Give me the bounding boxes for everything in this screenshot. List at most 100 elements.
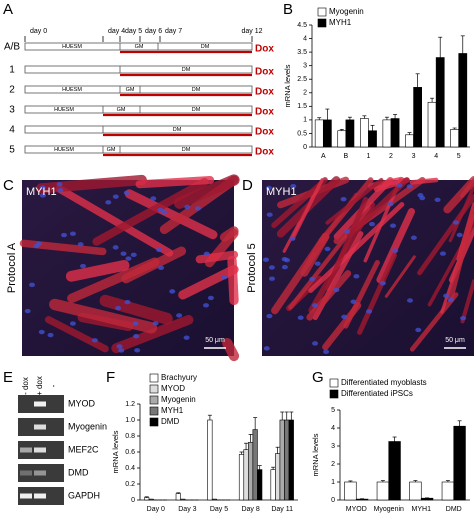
nucleus (134, 348, 141, 353)
myotube (135, 175, 215, 189)
myotube (291, 178, 324, 240)
protocol-bar (24, 105, 253, 114)
error-bar (284, 411, 289, 420)
segment-label: GM (117, 107, 126, 113)
nucleus (263, 257, 270, 262)
myotube (67, 257, 160, 303)
nucleus (61, 232, 68, 238)
myotube (460, 279, 474, 324)
legend-swatch (149, 417, 159, 427)
panel-label: D (242, 177, 253, 194)
nucleus (410, 235, 417, 240)
scale-label: 50 μm (445, 337, 465, 344)
bar (322, 119, 332, 148)
band (34, 470, 46, 476)
error-bar (430, 97, 435, 103)
gene-label: MYOD (68, 398, 96, 408)
y-axis-label: mRNA levels (311, 433, 320, 476)
error-bar (393, 114, 398, 119)
x-tick-label: 5 (457, 153, 461, 160)
bar (390, 118, 400, 148)
legend-label: Myogenin (329, 7, 364, 16)
legend-swatch (149, 406, 159, 416)
nucleus (406, 184, 413, 189)
nucleus (439, 251, 446, 256)
nucleus (203, 303, 210, 308)
error-bar (347, 116, 352, 120)
nucleus (333, 287, 340, 293)
segment-label: DM (182, 147, 191, 153)
row-label: 2 (9, 85, 15, 96)
segment-label: HUESM (54, 107, 74, 113)
nucleus (203, 251, 210, 257)
error-bar (144, 496, 149, 498)
nucleus (290, 183, 297, 189)
error-bar (438, 36, 443, 58)
nucleus (309, 276, 316, 282)
bar (314, 119, 324, 148)
myotube (178, 264, 239, 300)
y-tick-label: 4 (303, 35, 307, 42)
nucleus (311, 303, 318, 308)
myotube (92, 177, 209, 246)
band (34, 447, 46, 453)
myotube (44, 316, 109, 353)
band (34, 424, 46, 430)
legend-label: Differentiated myoblasts (341, 378, 427, 387)
nucleus (39, 193, 46, 198)
nucleus (112, 245, 119, 250)
error-bar (239, 451, 244, 455)
nucleus (29, 282, 36, 288)
x-tick-label: 2 (389, 153, 393, 160)
nucleus (39, 185, 46, 190)
scale-label: 50 μm (205, 337, 225, 344)
nucleus (133, 334, 140, 339)
myotube (222, 338, 240, 362)
nucleus (314, 261, 321, 266)
myotube (346, 177, 410, 238)
myotube (384, 255, 416, 298)
nucleus (323, 349, 330, 354)
dox-label: Dox (255, 44, 274, 55)
panel-label: G (312, 369, 324, 386)
nucleus (312, 341, 319, 346)
myotube (448, 184, 474, 243)
error-bar (253, 417, 258, 430)
myotube (448, 204, 474, 301)
bar (376, 481, 390, 501)
lane-label: + dox (35, 376, 44, 396)
segment-label: DM (201, 44, 210, 50)
nucleus (124, 299, 131, 305)
nucleus (452, 220, 459, 225)
nucleus (379, 280, 386, 286)
x-tick-label: Day 0 (147, 506, 165, 513)
y-tick-label: 0 (131, 497, 135, 504)
bar (409, 481, 422, 501)
bar (238, 454, 245, 501)
y-axis-label: mRNA levels (111, 430, 120, 473)
legend-swatch (329, 389, 339, 399)
bar (413, 87, 422, 148)
bar (344, 481, 357, 501)
x-tick-label: Day 3 (178, 506, 196, 513)
error-bar (244, 442, 249, 450)
nucleus (266, 313, 273, 319)
error-bar (452, 127, 457, 130)
myotube (36, 174, 147, 194)
nucleus (183, 335, 190, 340)
y-tick-label: 3 (331, 443, 335, 450)
condition-label: Protocol A (6, 242, 18, 293)
error-bar (415, 73, 420, 88)
nucleus (24, 308, 31, 314)
nucleus (169, 289, 176, 294)
segment-label: DM (192, 87, 201, 93)
error-bar (176, 492, 181, 494)
myotube (111, 314, 194, 354)
lane-label: - (49, 384, 58, 387)
bar (458, 53, 468, 148)
nucleus (281, 256, 288, 262)
error-bar (413, 480, 418, 482)
y-tick-label: 4.5 (297, 22, 307, 29)
error-bar (248, 434, 253, 443)
protocol-bar (24, 125, 253, 134)
